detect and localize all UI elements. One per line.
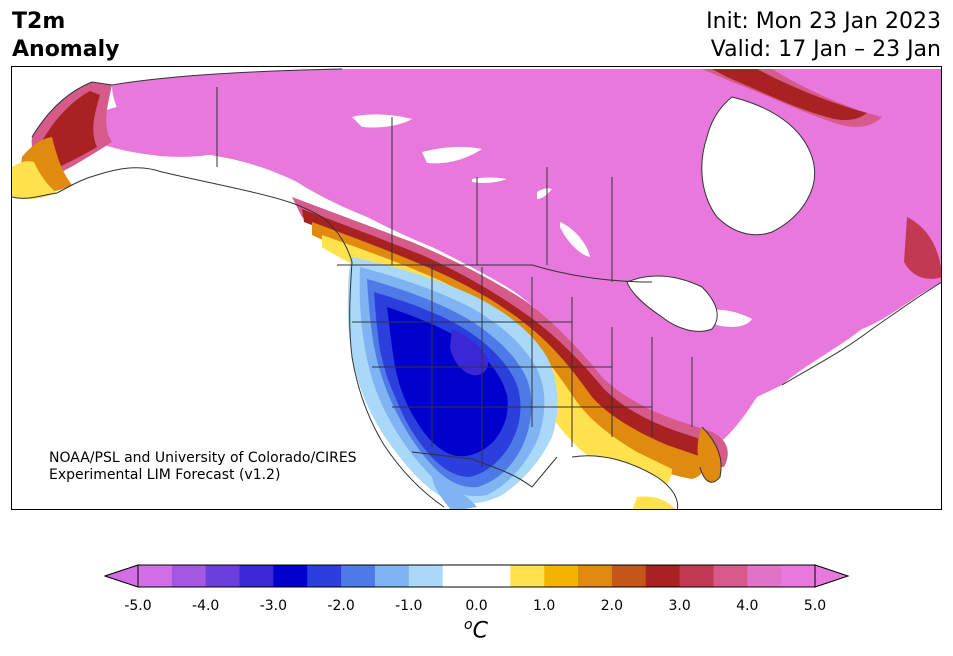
colorbar-max-arrow	[814, 564, 850, 588]
forecast-dates: Init: Mon 23 Jan 2023 Valid: 17 Jan – 23…	[706, 8, 941, 64]
colorbar-cell	[713, 565, 748, 587]
colorbar-unit: oC	[464, 617, 488, 644]
colorbar-cell	[341, 565, 376, 587]
colorbar-tick-label: -1.0	[395, 598, 423, 614]
title-line-2: Anomaly	[12, 37, 120, 62]
valid-date: Valid: 17 Jan – 23 Jan	[710, 37, 941, 62]
colorbar-cell	[611, 565, 647, 587]
colorbar-tick-label: -4.0	[192, 598, 220, 614]
colorbar-tick-label: 5.0	[803, 598, 827, 614]
colorbar-tick-label: 4.0	[736, 598, 759, 614]
colorbar-tick-label: 3.0	[668, 598, 691, 614]
colorbar-tick-label: 0.0	[465, 598, 488, 614]
colorbar-cell	[747, 565, 782, 587]
colorbar-cell	[781, 565, 816, 587]
colorbar-tick-label: 1.0	[533, 598, 556, 614]
init-date: Init: Mon 23 Jan 2023	[706, 9, 941, 34]
credit-line-2: Experimental LIM Forecast (v1.2)	[49, 467, 281, 483]
colorbar-min-arrow	[104, 564, 139, 588]
map-canvas	[12, 67, 941, 509]
title-line-1: T2m	[12, 9, 66, 34]
credit-line-1: NOAA/PSL and University of Colorado/CIRE…	[49, 450, 357, 466]
colorbar	[104, 564, 850, 588]
credit-text: NOAA/PSL and University of Colorado/CIRE…	[49, 450, 357, 484]
colorbar-tick-label: -2.0	[327, 598, 355, 614]
anomaly-map	[11, 66, 942, 510]
colorbar-cell	[442, 565, 477, 587]
colorbar-cell	[578, 565, 613, 587]
colorbar-cell	[679, 565, 714, 587]
colorbar-cell	[544, 565, 579, 587]
colorbar-cell	[171, 565, 207, 587]
colorbar-tick-label: 2.0	[600, 598, 624, 614]
colorbar-cell	[374, 565, 410, 587]
colorbar-tick-label: -5.0	[124, 598, 152, 614]
colorbar-cell	[408, 565, 444, 587]
colorbar-cell	[476, 565, 511, 587]
colorbar-cell	[239, 565, 274, 587]
colorbar-cell	[273, 565, 308, 587]
colorbar-cell	[307, 565, 342, 587]
colorbar-cell	[510, 565, 545, 587]
colorbar-cell	[645, 565, 681, 587]
map-title: T2m Anomaly	[12, 8, 119, 64]
colorbar-tick-label: -3.0	[259, 598, 288, 614]
colorbar-cell	[138, 565, 173, 587]
colorbar-cell	[205, 565, 241, 587]
